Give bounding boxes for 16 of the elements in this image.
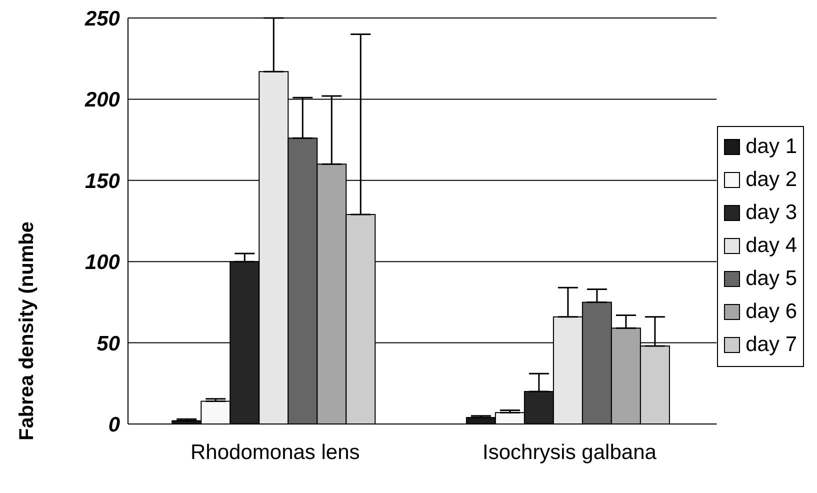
y-axis-title: Fabrea density (numbe: [16, 222, 38, 440]
y-tick-label: 150: [84, 170, 120, 193]
y-tick-label: 50: [96, 332, 120, 356]
x-tick-label: Rhodomonas lens: [190, 440, 360, 464]
legend-label: day 6: [746, 300, 797, 324]
y-tick-label: 200: [84, 88, 120, 112]
y-tick-label: 250: [84, 7, 120, 30]
legend-label: day 4: [746, 234, 797, 258]
y-tick-label: 0: [108, 413, 120, 436]
legend-label: day 1: [746, 135, 797, 159]
legend-label: day 2: [746, 168, 797, 192]
y-tick-label: 100: [84, 251, 120, 274]
legend-label: day 5: [746, 267, 797, 291]
legend-label: day 7: [746, 333, 797, 357]
x-tick-label: Isochrysis galbana: [482, 440, 657, 464]
legend-label: day 3: [746, 201, 797, 225]
